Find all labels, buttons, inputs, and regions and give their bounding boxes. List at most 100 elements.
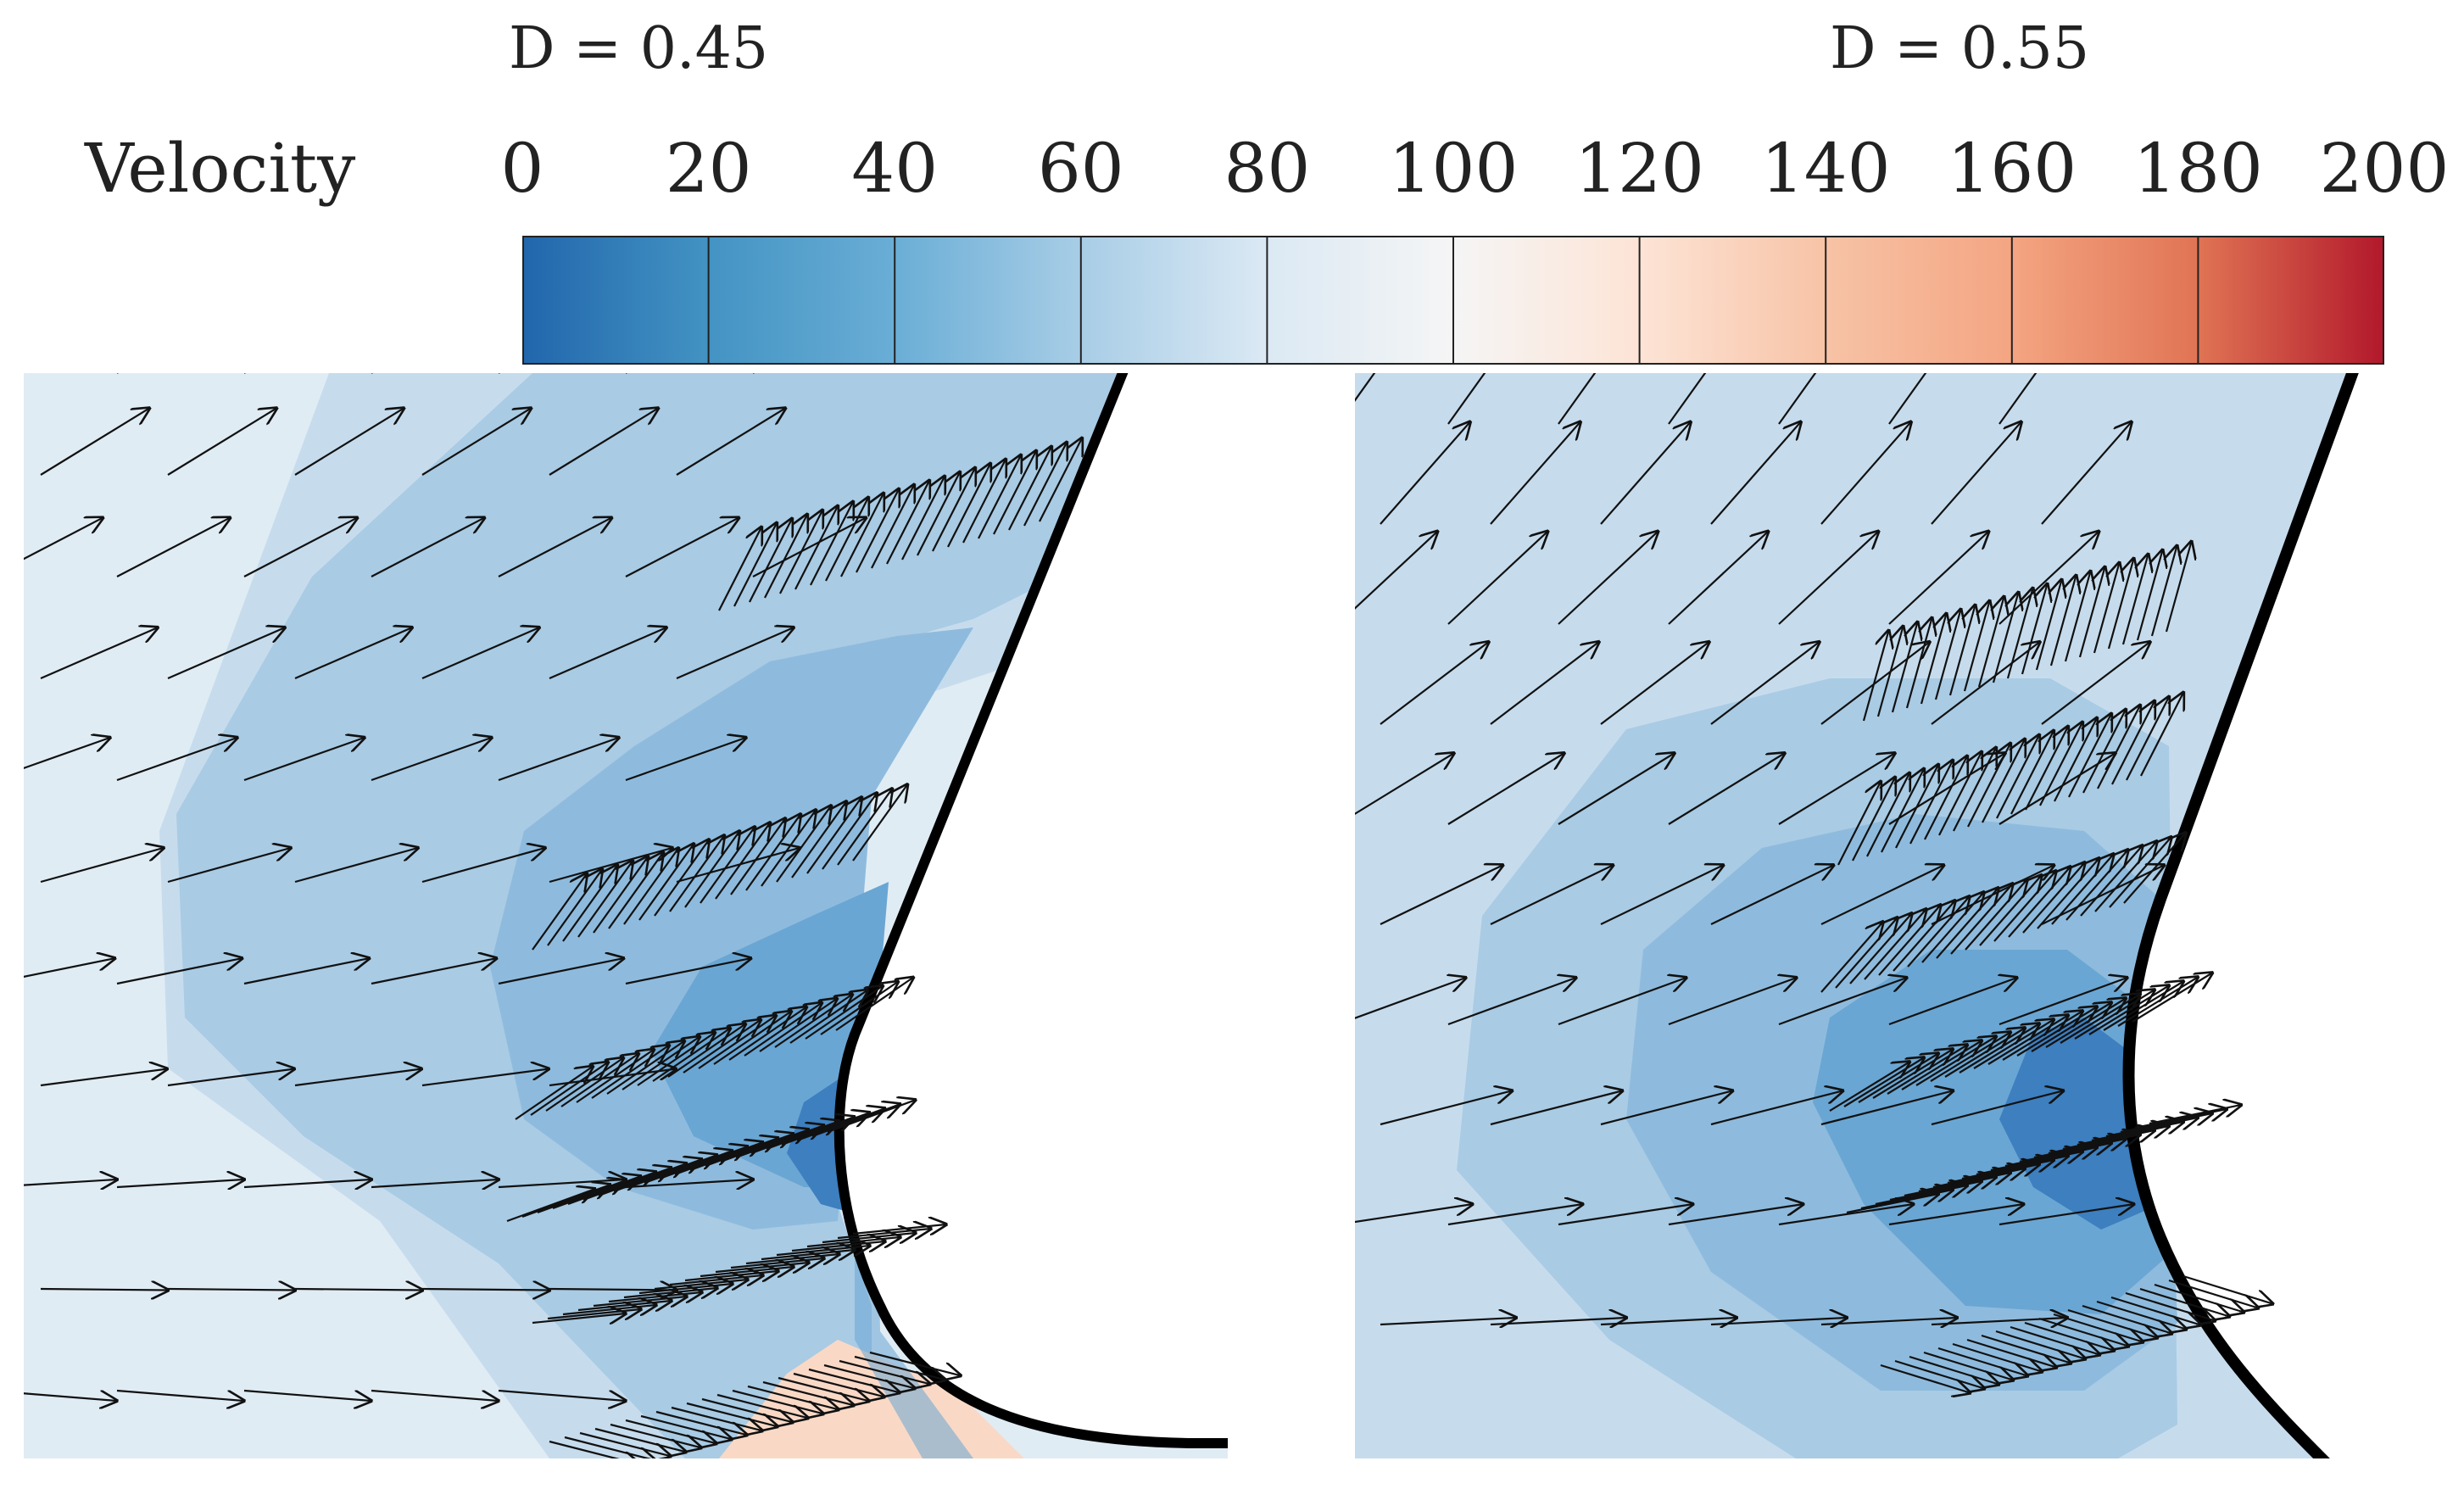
velocity-vector: [1888, 1204, 2023, 1226]
velocity-vector: [521, 1185, 610, 1219]
velocity-vector: [371, 738, 491, 782]
velocity-vector: [2051, 854, 2114, 925]
velocity-vector: [1558, 753, 1674, 825]
velocity-vector: [243, 958, 369, 985]
velocity-vector: [1995, 1330, 2085, 1359]
velocity-vector: [827, 1100, 915, 1134]
velocity-vector: [2045, 999, 2126, 1048]
velocity-vector: [852, 785, 907, 862]
velocity-vector: [1023, 443, 1067, 527]
velocity-vector: [732, 1389, 823, 1414]
velocity-vector: [116, 1179, 244, 1187]
velocity-vector: [2154, 1283, 2244, 1313]
velocity-vector: [1953, 748, 1996, 832]
velocity-vector: [1380, 865, 1502, 925]
velocity-vector: [654, 1280, 748, 1289]
velocity-vector: [1820, 422, 1911, 525]
velocity-vector: [869, 1351, 961, 1375]
velocity-vector: [1932, 1168, 2025, 1189]
velocity-vector: [667, 1024, 745, 1078]
velocity-vector: [1961, 1160, 2054, 1180]
velocity-vector: [2006, 588, 2032, 679]
velocity-vector: [116, 1389, 244, 1401]
velocity-vector: [577, 1301, 672, 1310]
velocity-vector: [1993, 871, 2056, 942]
velocity-vector: [1938, 752, 1982, 836]
velocity-vector: [776, 806, 831, 883]
velocity-vector: [1894, 1359, 1984, 1389]
legend-title: Velocity: [85, 129, 356, 208]
velocity-vector: [1600, 1090, 1732, 1126]
velocity-vector: [2182, 1274, 2272, 1304]
velocity-vector: [537, 1180, 625, 1214]
velocity-vector: [638, 1284, 733, 1293]
velocity-vector: [515, 1067, 593, 1120]
velocity-vector: [1820, 642, 1929, 725]
velocity-vector: [1778, 978, 1906, 1026]
velocity-vector: [1778, 373, 1817, 425]
velocity-vector: [594, 1427, 686, 1452]
velocity-vector: [1950, 884, 2013, 955]
velocity-vector: [116, 518, 230, 577]
velocity-vector: [759, 999, 837, 1052]
velocity-vector: [764, 515, 807, 599]
velocity-vector: [2096, 1300, 2186, 1330]
velocity-vector: [684, 1271, 778, 1280]
velocity-vector: [1931, 642, 2039, 725]
velocity-vector: [811, 1104, 900, 1138]
velocity-vector: [2165, 542, 2191, 633]
velocity-vector: [2134, 1109, 2227, 1129]
velocity-vector: [623, 849, 678, 925]
velocity-vector: [1992, 593, 2018, 683]
velocity-vector: [932, 468, 975, 552]
velocity-vector: [1904, 1177, 1996, 1197]
velocity-vector: [1999, 978, 2127, 1026]
velocity-vector: [2107, 559, 2133, 650]
velocity-vector: [1990, 1152, 2082, 1172]
velocity-vector: [40, 627, 158, 680]
velocity-vector: [552, 1176, 640, 1210]
velocity-vector: [669, 836, 724, 912]
velocity-vector: [1864, 909, 1926, 980]
velocity-vector: [835, 978, 913, 1031]
velocity-vector: [1996, 735, 2039, 819]
velocity-vector: [498, 738, 618, 782]
velocity-vector: [622, 1037, 700, 1090]
velocity-vector: [1931, 422, 2021, 525]
velocity-vector: [1931, 1318, 2067, 1324]
velocity-vector: [532, 1313, 626, 1323]
velocity-vector: [591, 1046, 669, 1099]
velocity-vector: [545, 1058, 623, 1112]
velocity-vector: [806, 798, 861, 874]
velocity-vector: [1447, 1204, 1582, 1226]
velocity-vector: [1355, 978, 1465, 1019]
colorbar-tick-label: 20: [665, 129, 752, 208]
velocity-vector: [606, 1041, 684, 1095]
velocity-vector: [167, 627, 285, 680]
velocity-vector: [1668, 373, 1707, 425]
velocity-vector: [167, 1289, 295, 1291]
velocity-vector: [1907, 896, 1970, 968]
velocity-vector: [1490, 1090, 1622, 1126]
velocity-vector: [2021, 584, 2047, 675]
velocity-vector: [1820, 922, 1883, 993]
velocity-vector: [1355, 1204, 1472, 1224]
velocity-vector: [745, 815, 800, 891]
velocity-vector: [1820, 865, 1943, 925]
velocity-vector: [2068, 714, 2111, 798]
velocity-vector: [2103, 982, 2183, 1031]
velocity-vector: [1710, 1318, 1847, 1324]
velocity-vector: [2031, 1003, 2111, 1052]
velocity-vector: [1965, 879, 2027, 951]
colorbar-tick-label: 120: [1575, 129, 1704, 208]
colorbar-tick-label: 40: [851, 129, 939, 208]
velocity-vector: [744, 1003, 822, 1057]
velocity-vector: [2025, 727, 2068, 811]
velocity-vector: [1909, 1355, 1999, 1385]
velocity-vector: [532, 874, 587, 951]
velocity-vector: [774, 995, 852, 1048]
velocity-vector: [1895, 765, 1938, 849]
velocity-vector: [1947, 1164, 2039, 1185]
velocity-vector: [1880, 1364, 1970, 1393]
velocity-vector: [791, 802, 846, 878]
